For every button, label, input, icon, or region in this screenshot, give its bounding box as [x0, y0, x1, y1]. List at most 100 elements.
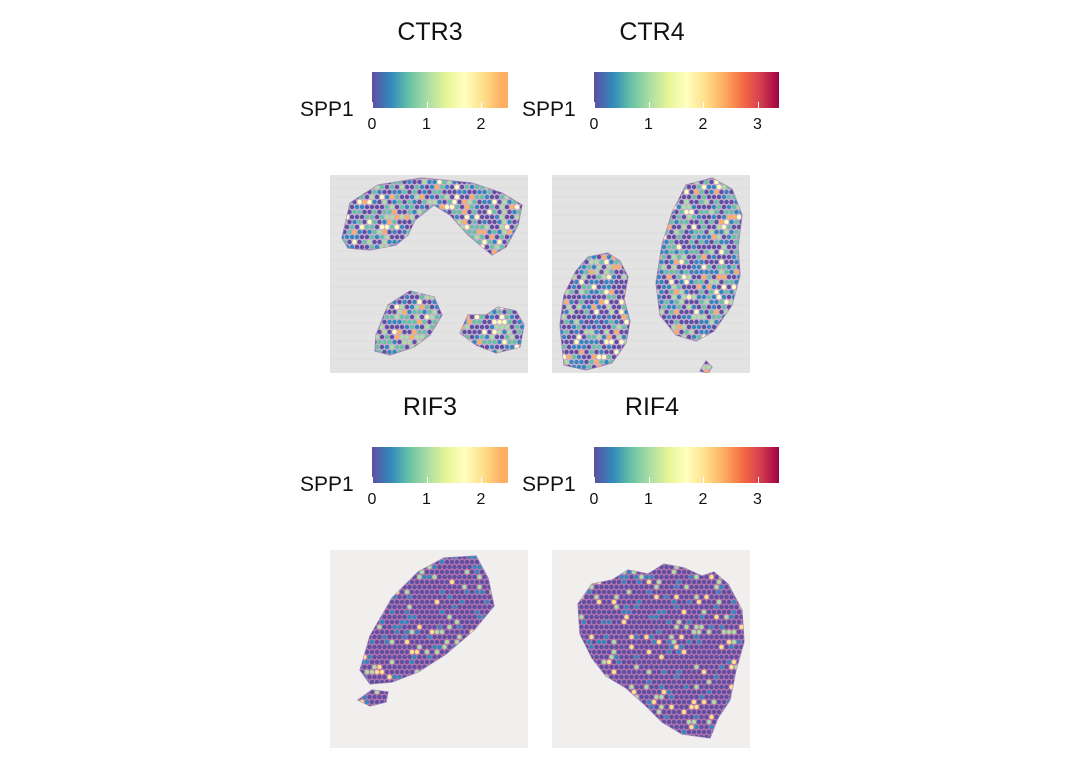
spot [374, 224, 380, 230]
spot [731, 178, 737, 180]
spot [484, 559, 490, 565]
spot [631, 294, 637, 300]
spot [699, 249, 704, 255]
spot [347, 695, 351, 699]
spot [574, 189, 579, 195]
spot [340, 550, 344, 554]
spot [500, 700, 504, 704]
spot [599, 299, 604, 305]
spot [477, 239, 482, 245]
spot [639, 309, 644, 315]
spot [367, 179, 372, 185]
spot [510, 630, 514, 634]
spot [417, 644, 422, 650]
spot [634, 564, 639, 570]
spot [394, 599, 400, 605]
spot [432, 189, 437, 195]
spot [462, 614, 467, 620]
spot [404, 204, 410, 210]
spot [696, 178, 702, 180]
spot [624, 349, 629, 355]
spot [694, 369, 699, 373]
spot [377, 715, 381, 719]
spot [367, 370, 371, 373]
spot [342, 625, 346, 629]
spot [522, 279, 524, 285]
spot [349, 184, 355, 190]
spot [387, 229, 392, 235]
spot [444, 204, 450, 210]
spot [434, 699, 440, 705]
spot [364, 314, 370, 320]
spot [357, 259, 362, 265]
spot [450, 710, 454, 714]
spot [399, 559, 405, 565]
spot [437, 694, 442, 700]
spot [726, 364, 732, 370]
spot [427, 664, 432, 670]
spot [669, 189, 674, 195]
spot [419, 689, 425, 695]
spot [462, 299, 467, 305]
spot [340, 580, 344, 584]
spot [412, 370, 416, 373]
spot [515, 730, 519, 734]
spot [584, 229, 589, 235]
spot [639, 349, 644, 355]
spot [432, 594, 437, 600]
spot [407, 259, 412, 265]
spot [452, 745, 456, 748]
spot [434, 178, 440, 180]
spot [689, 319, 694, 325]
spot [482, 329, 487, 335]
spot [352, 725, 356, 729]
spot [457, 339, 462, 345]
spot [342, 264, 345, 270]
spot [560, 224, 562, 230]
spot [520, 365, 524, 369]
spot [579, 349, 584, 355]
spot [472, 684, 477, 690]
spot [358, 634, 362, 640]
spot [349, 304, 355, 310]
spot [430, 720, 434, 724]
spot [459, 294, 465, 300]
tick-mark [426, 102, 428, 108]
spot [604, 329, 609, 335]
spot [482, 239, 487, 245]
spot [510, 730, 514, 734]
spot [726, 354, 732, 360]
spot [415, 550, 419, 554]
spot [611, 324, 617, 330]
spot [594, 279, 599, 285]
spot [522, 575, 526, 579]
spot [621, 564, 627, 565]
spot [414, 224, 420, 230]
spot [699, 309, 704, 315]
spot [512, 595, 516, 599]
spot [377, 674, 382, 680]
spot [515, 590, 519, 594]
spot [369, 264, 375, 270]
spot [482, 289, 487, 295]
spot [659, 229, 664, 235]
spot [520, 550, 524, 554]
spot [517, 555, 521, 559]
spot [576, 284, 582, 290]
spot [586, 224, 592, 230]
spot [482, 269, 487, 275]
spot [449, 244, 455, 250]
spot [646, 178, 652, 180]
spot [447, 249, 452, 255]
spot [714, 259, 719, 265]
spot [424, 609, 430, 615]
spot [352, 219, 357, 225]
spot [422, 189, 427, 195]
spot [347, 555, 351, 559]
spot [399, 629, 405, 635]
spot [709, 219, 714, 225]
spot [489, 314, 495, 320]
spot [469, 659, 475, 665]
spot [452, 319, 457, 325]
spot [744, 250, 748, 254]
